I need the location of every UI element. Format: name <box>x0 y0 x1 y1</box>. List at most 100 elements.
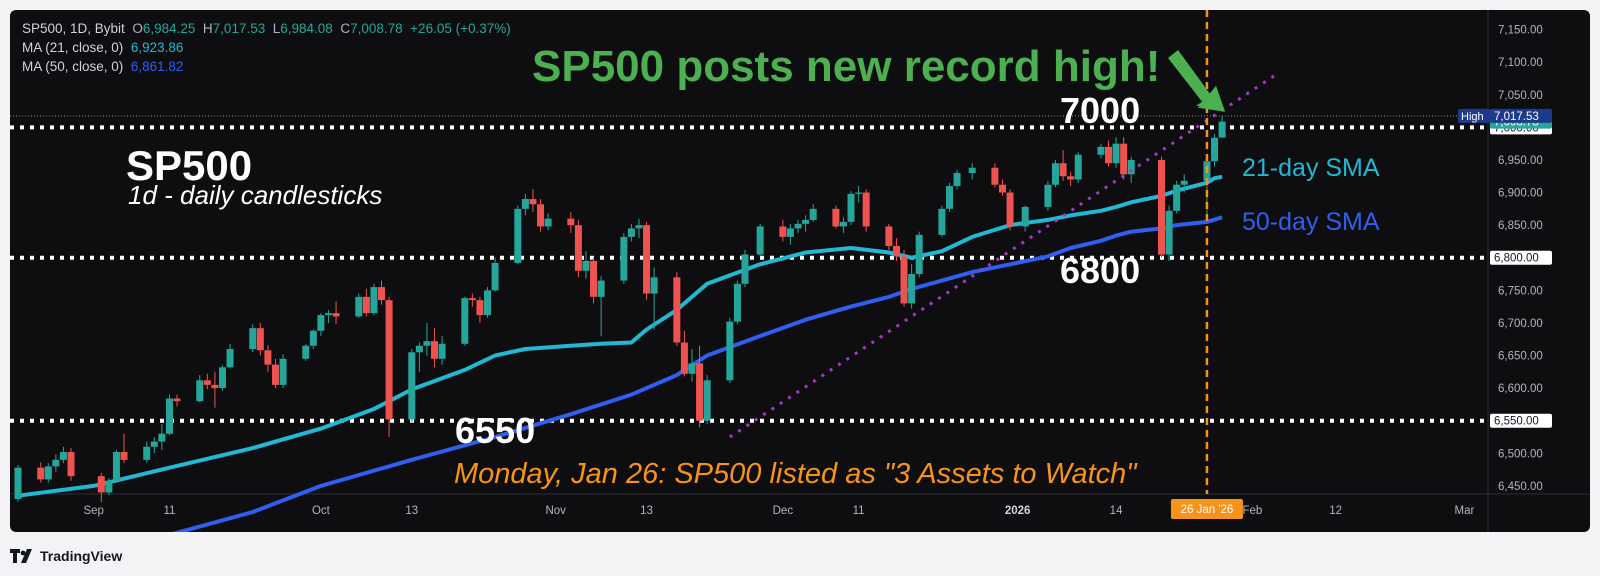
headline-annotation: SP500 posts new record high! <box>532 42 1161 91</box>
time-tick-label: 12 <box>1329 505 1342 517</box>
candle-body <box>938 208 946 235</box>
candle-body <box>279 358 287 385</box>
ma50-value: 6,861.82 <box>130 59 184 74</box>
candle-body <box>67 452 75 477</box>
ma50-label: MA (50, close, 0) <box>22 59 124 74</box>
candle-body <box>779 226 787 237</box>
time-tick-label: 14 <box>1110 505 1123 517</box>
candle-body <box>696 363 704 421</box>
candle-body <box>97 476 105 493</box>
candle-body <box>1074 154 1082 180</box>
candle-body <box>271 364 279 385</box>
candle-body <box>953 172 961 187</box>
date-marker-tag: 26 Jan '26 <box>1181 504 1234 516</box>
price-tick-label: 6,450.00 <box>1498 481 1543 493</box>
candle-body <box>324 313 332 316</box>
open-value: 6,984.25 <box>142 21 196 36</box>
time-tick-label: Dec <box>773 505 794 517</box>
tradingview-footer[interactable]: TradingView <box>10 546 122 566</box>
candle-body <box>521 199 529 209</box>
candle-body <box>892 246 900 257</box>
candle-body <box>855 192 863 194</box>
candle-body <box>680 342 688 374</box>
candlestick-chart[interactable]: 6,450.00 6,500.00 6,550.00 6,600.00 6,650.00… <box>10 10 1590 532</box>
candle-body <box>643 225 651 294</box>
candle-body <box>211 384 219 389</box>
price-tick-label: 6,700.00 <box>1498 318 1543 330</box>
time-tick-label: Sep <box>83 505 103 517</box>
candle-body <box>847 193 855 222</box>
candle-body <box>590 261 598 297</box>
candle-body <box>650 277 658 294</box>
candle-body <box>438 343 446 359</box>
candle-body <box>332 313 340 317</box>
candle-body <box>915 234 923 275</box>
candle-body <box>786 228 794 237</box>
time-tick-label: Feb <box>1242 505 1262 517</box>
price-tick-label: 6,600.00 <box>1498 383 1543 395</box>
date-marker-tag-bg <box>1170 499 1243 519</box>
candle-body <box>1067 176 1075 180</box>
candle-body <box>143 446 151 460</box>
candle-body <box>574 225 582 271</box>
candle-body <box>158 433 166 442</box>
open-label: O <box>132 21 143 36</box>
candle-body <box>537 204 545 227</box>
symbol-legend[interactable]: SP500, 1D, Bybit O6,984.25 H7,017.53 L6,… <box>22 21 511 36</box>
headline-arrow-head <box>1198 85 1226 112</box>
price-tick-label: 6,750.00 <box>1498 285 1543 297</box>
candle-body <box>476 300 484 316</box>
candle-body <box>203 380 211 385</box>
candle-body <box>567 218 575 226</box>
candle-body <box>355 296 363 317</box>
note-annotation: Monday, Jan 26: SP500 listed as "3 Asset… <box>454 458 1137 490</box>
candle-body <box>900 256 908 304</box>
candle-body <box>1127 159 1135 175</box>
tradingview-logo-icon <box>10 549 32 563</box>
level-badge-6550: 6,550.00 <box>1494 416 1539 428</box>
price-tick-label: 6,950.00 <box>1498 155 1543 167</box>
candle-body <box>832 208 840 227</box>
level-badge-6800-bg <box>1490 250 1552 265</box>
ma21-line <box>17 174 1223 498</box>
candle-body <box>514 208 522 263</box>
candle-body <box>249 328 257 350</box>
candle-body <box>44 466 52 480</box>
candle-body <box>165 398 173 434</box>
candle-body <box>302 345 310 359</box>
change-value: +26.05 (+0.37%) <box>410 21 511 36</box>
candle-body <box>529 199 537 205</box>
symbol-label: SP500, 1D, Bybit <box>22 21 125 36</box>
candle-body <box>1158 159 1166 255</box>
time-tick-label: 13 <box>640 505 653 517</box>
chart-frame: 6,450.00 6,500.00 6,550.00 6,600.00 6,650.00… <box>10 10 1590 532</box>
ma21-legend[interactable]: MA (21, close, 0) 6,923.86 <box>22 40 183 55</box>
candle-body <box>673 277 681 343</box>
low-label: L <box>272 21 281 36</box>
candle-body <box>150 441 158 447</box>
time-tick-label: 13 <box>405 505 418 517</box>
ma50-legend[interactable]: MA (50, close, 0) 6,861.82 <box>22 59 183 74</box>
candle-body <box>120 452 128 460</box>
candle-body <box>1097 146 1105 155</box>
candle-body <box>309 330 317 346</box>
ma21-label: MA (21, close, 0) <box>22 40 124 55</box>
candle-body <box>491 262 499 291</box>
candle-body <box>370 287 378 314</box>
time-tick-label: Oct <box>312 505 331 517</box>
price-tick-label: 6,650.00 <box>1498 351 1543 363</box>
time-tick-label: 11 <box>853 505 865 517</box>
time-tick-label: Mar <box>1455 505 1475 517</box>
candle-body <box>1211 137 1219 162</box>
candle-body <box>196 380 204 402</box>
sma50-annotation: 50-day SMA <box>1242 208 1380 236</box>
candle-body <box>468 298 476 301</box>
candle-body <box>620 236 628 281</box>
candle-body <box>627 228 635 237</box>
candle-body <box>1105 146 1112 164</box>
candle-body <box>14 467 22 499</box>
candle-body <box>998 184 1006 193</box>
candle-body <box>105 480 113 493</box>
price-tick-label: 7,150.00 <box>1498 25 1543 37</box>
tradingview-brand: TradingView <box>40 548 123 564</box>
